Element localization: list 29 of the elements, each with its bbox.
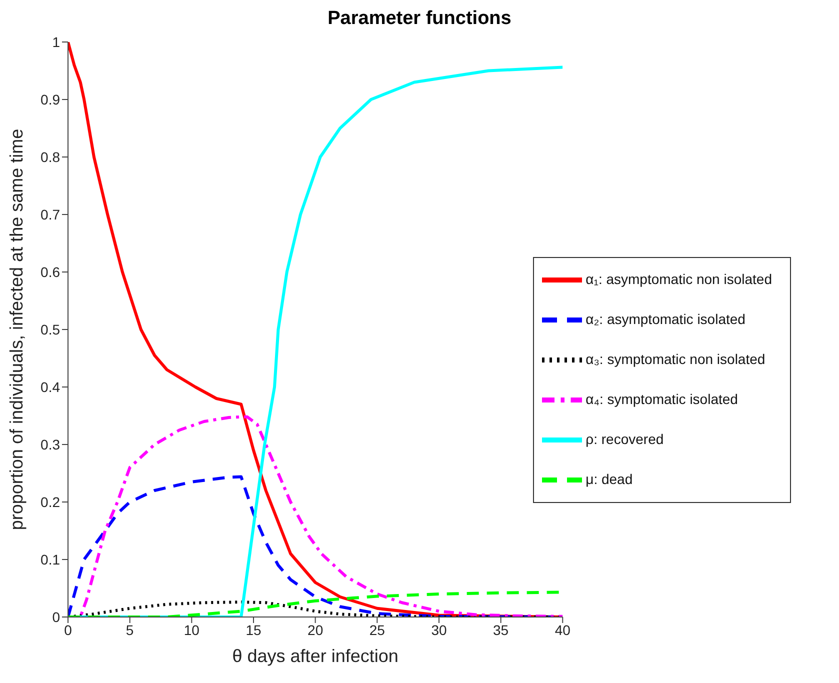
x-tick-label: 30 bbox=[431, 622, 447, 638]
x-tick-label: 15 bbox=[246, 622, 262, 638]
y-tick-label: 0.8 bbox=[40, 148, 60, 165]
y-tick-label: 0.9 bbox=[40, 91, 60, 108]
x-tick-label: 10 bbox=[184, 622, 200, 638]
legend-label: α₄: symptomatic isolated bbox=[586, 391, 738, 408]
x-tick-label: 35 bbox=[493, 622, 509, 638]
x-tick-label: 40 bbox=[554, 622, 571, 638]
x-tick-label: 5 bbox=[126, 622, 134, 638]
chart-title: Parameter functions bbox=[326, 8, 512, 31]
legend-label: ρ: recovered bbox=[586, 431, 664, 448]
x-axis-title: θ days after infection bbox=[232, 646, 398, 666]
y-axis-title: proportion of individuals, infected at the same time bbox=[6, 128, 26, 530]
y-tick-label: 0.2 bbox=[40, 494, 60, 510]
y-tick-label: 0.6 bbox=[40, 264, 60, 280]
x-tick-label: 20 bbox=[308, 622, 324, 638]
y-tick-label: 1 bbox=[52, 34, 60, 50]
y-tick-label: 0 bbox=[52, 608, 60, 625]
legend-label: α₃: symptomatic non isolated bbox=[586, 351, 766, 368]
y-tick-label: 0.5 bbox=[40, 321, 60, 338]
x-tick-label: 0 bbox=[64, 622, 72, 638]
x-tick-label: 25 bbox=[369, 622, 386, 638]
legend-label: μ: dead bbox=[586, 471, 633, 488]
y-tick-label: 0.4 bbox=[40, 378, 60, 395]
legend-label: α₂: asymptomatic isolated bbox=[586, 311, 746, 328]
y-tick-label: 0.7 bbox=[40, 206, 60, 222]
legend-label: α₁: asymptomatic non isolated bbox=[586, 271, 772, 288]
y-tick-label: 0.3 bbox=[40, 436, 60, 452]
y-tick-label: 0.1 bbox=[40, 551, 60, 568]
